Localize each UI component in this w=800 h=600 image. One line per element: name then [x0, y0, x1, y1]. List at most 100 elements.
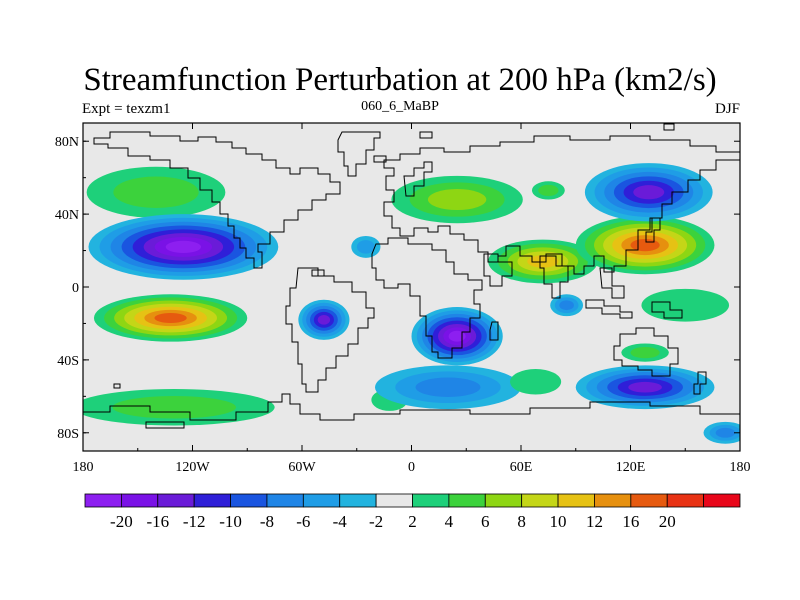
- coastline-india: [539, 255, 569, 299]
- coastline-antarctica: [83, 393, 740, 451]
- colorbar-swatch: [84, 493, 122, 508]
- contour-level: [527, 255, 559, 268]
- coastline-madagascar: [489, 321, 499, 341]
- colorbar-label: -8: [260, 512, 274, 531]
- contour-level: [715, 427, 736, 438]
- contour-blob: [531, 181, 565, 200]
- map-axis-ticks: 80N 40N 0 40S 80S 180 120W 60W 0 60E 120E 180: [55, 123, 751, 475]
- x-tick-label: 60E: [510, 460, 533, 475]
- colorbar-swatch: [302, 493, 341, 508]
- colorbar-label: -20: [110, 512, 133, 531]
- colorbar-swatch: [230, 493, 268, 508]
- coastline-eurasia: [383, 135, 740, 275]
- contour-blob: [575, 215, 715, 275]
- colorbar-swatch: [521, 493, 559, 508]
- y-tick-label: 40S: [57, 354, 79, 369]
- coastline-southeast-asia: [599, 267, 625, 299]
- season-label: DJF: [714, 101, 740, 117]
- colorbar-swatch: [484, 493, 523, 508]
- colorbar-label: -4: [333, 512, 348, 531]
- colorbar-label: 4: [445, 512, 454, 531]
- coastline-alaska-island: [113, 383, 121, 389]
- colorbar-label: 10: [550, 512, 567, 531]
- colorbar-label: 6: [481, 512, 490, 531]
- coastline-north-america: [93, 131, 341, 269]
- coastline-south-america: [285, 267, 375, 393]
- coastline-arctic-island: [663, 123, 675, 131]
- map-plot-area: 80N 40N 0 40S 80S 180 120W 60W 0 60E 120E 180: [55, 122, 751, 475]
- contour-level: [415, 377, 481, 397]
- coastline-antarctic-ice-shelf: [145, 421, 185, 429]
- colorbar-label: 16: [622, 512, 639, 531]
- colorbar-swatch: [339, 493, 377, 508]
- colorbar-swatch: [703, 493, 741, 508]
- experiment-label: Expt = texzm1: [82, 101, 171, 117]
- contour-blob: [93, 294, 248, 342]
- contour-level: [538, 184, 559, 197]
- colorbar-swatch: [193, 493, 231, 508]
- colorbar-label: -6: [296, 512, 310, 531]
- contour-level: [633, 185, 665, 200]
- x-tick-label: 0: [408, 460, 415, 475]
- contour-blob: [88, 214, 279, 280]
- contour-level: [154, 312, 187, 323]
- coastline-indonesia: [585, 299, 633, 319]
- contour-level: [628, 381, 662, 393]
- coastline-scandinavia: [403, 161, 433, 197]
- contour-blob: [621, 343, 669, 362]
- colorbar-swatch: [266, 493, 304, 508]
- x-tick-label: 180: [730, 460, 751, 475]
- contour-blob: [86, 166, 226, 218]
- colorbar-label: -16: [146, 512, 169, 531]
- colorbar-swatch: [375, 493, 413, 508]
- coastline-svalbard: [419, 131, 433, 139]
- colorbar-label: -12: [183, 512, 206, 531]
- contour-blob: [391, 175, 523, 224]
- y-tick-label: 0: [72, 281, 79, 296]
- run-label: 060_6_MaBP: [361, 99, 439, 114]
- colorbar-label: 20: [659, 512, 676, 531]
- contour-level: [630, 238, 660, 252]
- y-tick-label: 80N: [55, 135, 79, 150]
- colorbar-swatch: [666, 493, 705, 508]
- x-tick-label: 60W: [288, 460, 316, 475]
- colorbar-label: -10: [219, 512, 242, 531]
- colorbar-label: 8: [517, 512, 526, 531]
- coastline-japan: [645, 217, 661, 243]
- contour-blob: [411, 307, 503, 366]
- contour-level: [113, 176, 199, 208]
- contour-blob: [641, 288, 730, 322]
- colorbar-swatch: [630, 493, 668, 508]
- contour-level: [317, 314, 331, 325]
- contour-level: [427, 189, 487, 211]
- coastlines: [83, 123, 740, 451]
- coastline-australia: [613, 327, 679, 377]
- contour-level: [641, 288, 730, 322]
- contour-blob: [375, 365, 521, 410]
- colorbar-swatch: [157, 493, 195, 508]
- contour-level: [630, 346, 660, 359]
- x-tick-label: 120E: [616, 460, 646, 475]
- contour-level: [448, 330, 466, 342]
- colorbar-label: 2: [408, 512, 417, 531]
- coastline-iceland: [373, 155, 387, 163]
- plot-title: Streamfunction Perturbation at 200 hPa (…: [83, 62, 717, 98]
- contour-level: [356, 240, 375, 254]
- coastline-greenland: [337, 131, 381, 177]
- contour-blob: [351, 235, 381, 258]
- contour-level: [559, 300, 574, 311]
- contour-blob: [550, 294, 584, 317]
- coastline-arabia: [483, 253, 513, 287]
- coastline-africa: [371, 237, 483, 359]
- colorbar-swatch: [120, 493, 159, 508]
- contour-level: [510, 369, 562, 395]
- contour-blob: [575, 365, 715, 410]
- contour-level: [165, 240, 202, 254]
- x-tick-label: 120W: [175, 460, 210, 475]
- contour-blob: [83, 389, 275, 426]
- coastline-caribbean-island: [311, 269, 325, 277]
- colorbar: -20 -16 -12 -10 -8 -6 -4 -2 2 4 6 8 10 12 16 20: [84, 493, 741, 531]
- colorbar-swatch: [448, 493, 486, 508]
- coastline-new-zealand: [693, 371, 707, 395]
